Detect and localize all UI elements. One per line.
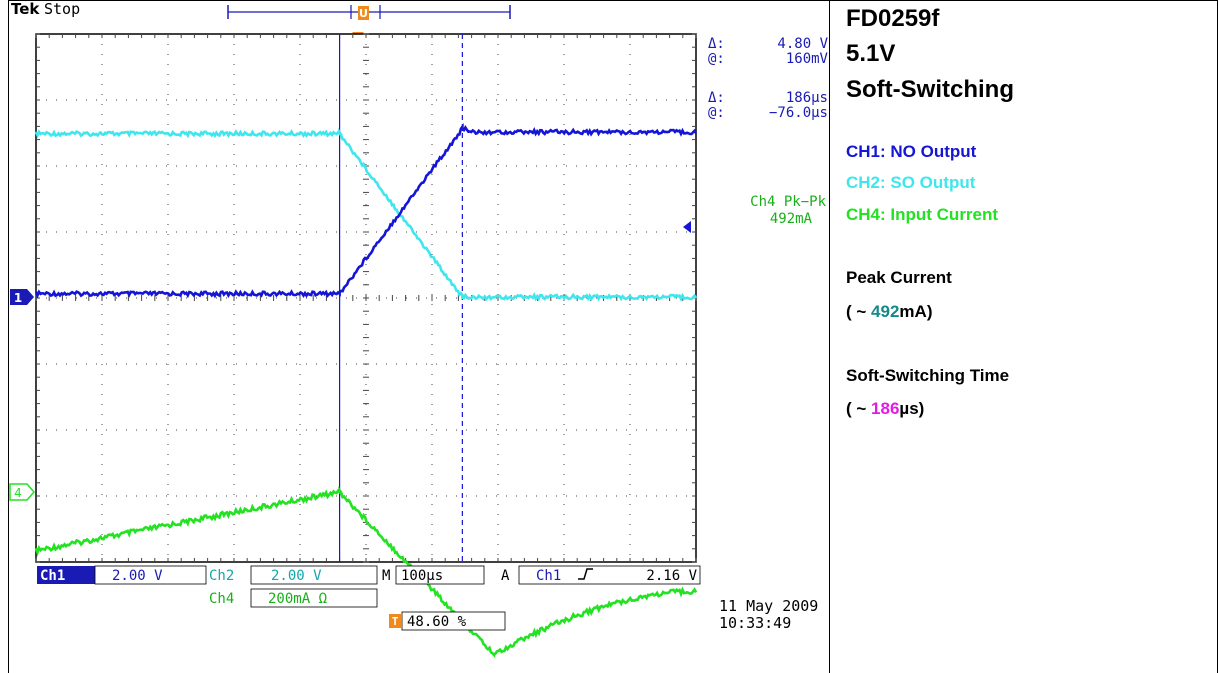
trigger-mode-label: A: [501, 568, 510, 584]
svg-text:1: 1: [14, 291, 22, 305]
at-t-symbol: @:: [708, 105, 725, 121]
soft-switching-time-label: Soft-Switching Time: [846, 366, 1010, 385]
svg-text:T: T: [392, 615, 399, 628]
soft-switching-time-value: ( ~ 186µs): [846, 399, 925, 418]
date-stamp: 11 May 2009: [719, 597, 818, 615]
measurement-readout: Ch4 Pk−Pk 492mA: [750, 194, 826, 227]
trigger-source: Ch1: [536, 568, 561, 584]
measurement-label: Ch4 Pk−Pk: [750, 194, 826, 210]
ch4-label: Ch4: [209, 591, 234, 607]
delta-t-symbol: Δ:: [708, 90, 725, 106]
trigger-level-arrow-icon: [683, 221, 691, 233]
peak-current-label: Peak Current: [846, 268, 952, 287]
legend-ch1: CH1: NO Output: [846, 142, 977, 161]
sw-number: 186: [871, 399, 900, 418]
trigger-position: 48.60 %: [407, 614, 467, 630]
delta-v-value: 4.80 V: [777, 36, 828, 52]
frame-right-border: [1217, 0, 1218, 673]
ch2-label: Ch2: [209, 568, 234, 584]
ch2-scale: 2.00 V: [271, 568, 322, 584]
time-stamp: 10:33:49: [719, 614, 791, 632]
legend-ch4: CH4: Input Current: [846, 205, 999, 224]
peak-number: 492: [871, 302, 900, 321]
cursor-readout: Δ: 4.80 V @: 160mV Δ: 186µs @: −76.0µs: [708, 36, 829, 121]
trigger-level: 2.16 V: [646, 568, 697, 584]
ch4-scale: 200mA Ω: [268, 591, 327, 607]
ch2-so-output-trace: [34, 127, 698, 302]
measurement-value: 492mA: [770, 211, 813, 227]
ch1-no-output-trace: [34, 122, 698, 299]
ch1-scale-tag[interactable]: [37, 566, 95, 584]
at-v-value: 160mV: [786, 51, 829, 67]
model-title: FD0259f: [846, 5, 940, 32]
timebase-label: M: [382, 568, 390, 584]
frame-top-border: [8, 0, 1218, 1]
frame-divider: [829, 0, 830, 673]
timebase-value: 100µs: [401, 568, 443, 584]
at-v-symbol: @:: [708, 51, 725, 67]
acq-state-label: Stop: [44, 0, 80, 18]
at-t-value: −76.0µs: [769, 105, 828, 121]
delta-t-value: 186µs: [786, 90, 828, 106]
brand-label: Tek: [11, 0, 40, 18]
oscilloscope-screen: Tek Stop U T 1 4 Δ: 4.80 V @: 160mV: [9, 0, 829, 659]
ch4-scale-tag[interactable]: [250, 588, 378, 608]
voltage-title: 5.1V: [846, 40, 896, 67]
ch1-label: Ch1: [40, 568, 65, 584]
status-bar: Ch1 2.00 V Ch2 2.00 V M 100µs A Ch1 2.16…: [37, 565, 818, 632]
legend-ch2: CH2: SO Output: [846, 173, 976, 192]
delta-v-symbol: Δ:: [708, 36, 725, 52]
timebase-tag[interactable]: [395, 565, 485, 585]
ch1-ground-marker[interactable]: 1: [10, 289, 34, 305]
svg-text:4: 4: [14, 486, 22, 500]
trigger-pos-icon: [389, 614, 401, 628]
rising-edge-icon: [578, 568, 593, 580]
trigger-pos-tag[interactable]: [401, 611, 506, 631]
mode-title: Soft-Switching: [846, 76, 1014, 103]
trigger-position-marker[interactable]: U: [358, 6, 369, 20]
svg-text:U: U: [359, 7, 368, 20]
ch2-scale-tag[interactable]: [250, 565, 378, 585]
peak-current-value: ( ~ 492mA): [846, 302, 933, 321]
frame-left-border: [8, 0, 9, 673]
ch4-ground-marker[interactable]: 4: [9, 483, 35, 501]
ch4-input-current-trace: [34, 485, 698, 659]
trigger-tag[interactable]: [518, 565, 701, 585]
ch1-scale: 2.00 V: [112, 568, 163, 584]
